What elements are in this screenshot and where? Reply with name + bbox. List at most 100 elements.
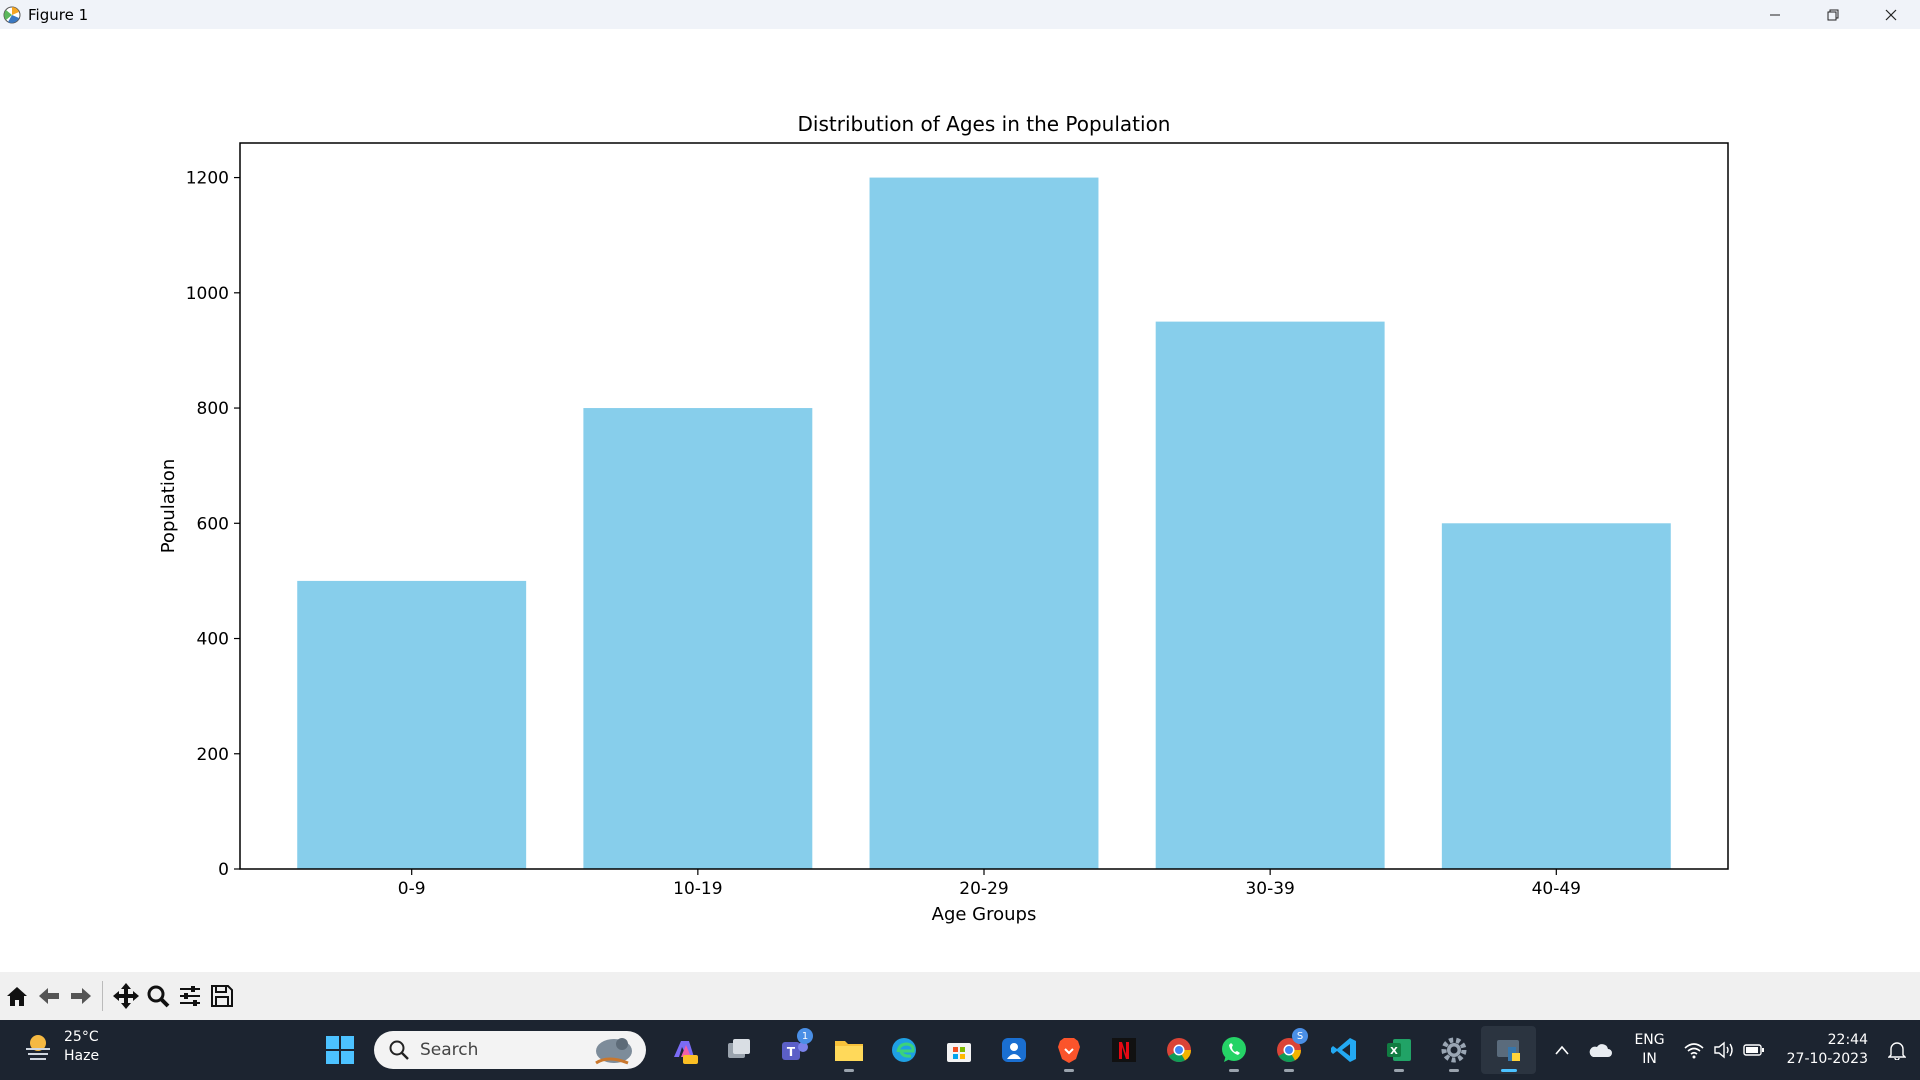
minimize-button[interactable]	[1746, 0, 1804, 29]
back-button[interactable]	[34, 979, 64, 1013]
figure-canvas[interactable]: Distribution of Ages in the Population 0…	[0, 29, 1920, 972]
taskbar-netflix-button[interactable]	[1096, 1026, 1151, 1074]
x-tick-label: 40-49	[1532, 879, 1581, 899]
taskbar-copilot-button[interactable]	[656, 1026, 711, 1074]
y-tick-label: 600	[197, 514, 229, 534]
python-figure-icon	[1496, 1040, 1520, 1061]
taskbar-clock[interactable]: 22:44 27-10-2023	[1787, 1031, 1868, 1069]
restore-button[interactable]	[1804, 0, 1862, 29]
y-tick-label: 800	[197, 399, 229, 419]
home-icon	[7, 987, 27, 1006]
running-indicator	[1394, 1069, 1404, 1072]
taskbar-store-button[interactable]	[931, 1026, 986, 1074]
show-hidden-icons-button[interactable]	[1544, 1045, 1580, 1055]
whatsapp-icon	[1221, 1037, 1246, 1062]
brave-lion-icon	[1057, 1038, 1080, 1063]
bar-30-39	[1155, 321, 1385, 870]
search-icon	[389, 1040, 409, 1060]
haze-weather-icon	[26, 1035, 50, 1060]
settings-gear-icon	[1441, 1037, 1466, 1063]
windows-logo-icon	[326, 1036, 354, 1064]
zoom-icon	[147, 985, 170, 1008]
running-indicator	[1229, 1069, 1239, 1072]
close-icon	[1885, 9, 1897, 20]
weather-temperature: 25°C	[64, 1029, 99, 1045]
taskbar-file-explorer-button[interactable]	[821, 1026, 876, 1074]
back-icon	[39, 988, 59, 1004]
taskbar-chrome-button[interactable]	[1151, 1026, 1206, 1074]
save-button[interactable]	[207, 979, 237, 1013]
x-tick-label: 10-19	[673, 879, 722, 899]
copilot-icon	[673, 1041, 698, 1064]
svg-text:X: X	[1390, 1046, 1398, 1057]
battery-button[interactable]	[1739, 1043, 1769, 1057]
taskbar-settings-button[interactable]	[1426, 1026, 1481, 1074]
system-tray: ENG IN 22:44 27-10-2023	[1544, 1020, 1920, 1080]
taskbar-whatsapp-button[interactable]	[1206, 1026, 1261, 1074]
restore-icon	[1827, 9, 1839, 20]
taskbar-task-view-button[interactable]	[711, 1026, 766, 1074]
task-view-icon	[727, 1039, 750, 1058]
folder-icon	[834, 1041, 863, 1061]
axes-frame	[239, 142, 1729, 870]
pan-icon	[113, 983, 139, 1009]
bar-10-19	[583, 408, 813, 869]
volume-button[interactable]	[1709, 1041, 1739, 1059]
clock-time: 22:44	[1827, 1032, 1868, 1048]
save-icon	[211, 985, 233, 1007]
taskbar-vscode-button[interactable]	[1316, 1026, 1371, 1074]
start-button[interactable]	[320, 1030, 360, 1070]
bars-group	[297, 177, 1671, 870]
vscode-icon	[1330, 1038, 1356, 1062]
running-indicator	[1284, 1069, 1294, 1072]
x-tick-label: 0-9	[398, 879, 426, 899]
taskbar-edge-button[interactable]	[876, 1026, 931, 1074]
taskbar-teams-button[interactable]: T 1	[766, 1026, 821, 1074]
network-button[interactable]	[1679, 1041, 1709, 1059]
window-titlebar: Figure 1	[0, 0, 1920, 29]
y-ticks-group: 0 200 400 600 800 1000 1200	[186, 169, 240, 880]
weather-widget[interactable]: 25°C Haze	[20, 1028, 99, 1066]
running-indicator	[844, 1069, 854, 1072]
zoom-button[interactable]	[143, 979, 173, 1013]
taskbar-secure-app-button[interactable]	[986, 1026, 1041, 1074]
taskbar-search-box[interactable]: Search	[374, 1031, 646, 1069]
battery-icon	[1742, 1044, 1764, 1056]
x-tick-label: 30-39	[1245, 879, 1294, 899]
close-button[interactable]	[1862, 0, 1920, 29]
excel-icon: X	[1386, 1039, 1411, 1061]
taskbar-python-button[interactable]	[1481, 1026, 1536, 1074]
x-axis-label: Age Groups	[932, 904, 1037, 925]
input-language-indicator[interactable]: ENG IN	[1634, 1031, 1664, 1069]
chrome-profile-badge: S	[1292, 1028, 1308, 1044]
y-tick-label: 200	[197, 745, 229, 765]
pan-button[interactable]	[111, 979, 141, 1013]
forward-icon	[71, 988, 91, 1004]
clock-date: 27-10-2023	[1786, 1051, 1868, 1067]
chrome-icon	[1166, 1038, 1191, 1063]
forward-button[interactable]	[66, 979, 96, 1013]
netflix-icon	[1111, 1038, 1136, 1062]
bar-40-49	[1441, 523, 1671, 869]
search-highlight-illustration-icon	[595, 1038, 632, 1065]
running-indicator	[1449, 1069, 1459, 1072]
y-axis-label: Population	[158, 459, 179, 554]
taskbar-excel-button[interactable]: X	[1371, 1026, 1426, 1074]
y-tick-label: 0	[218, 860, 229, 880]
chrome-profile-icon	[1276, 1038, 1301, 1063]
y-tick-label: 400	[197, 630, 229, 650]
weather-condition: Haze	[64, 1048, 100, 1064]
microsoft-store-icon	[946, 1043, 971, 1062]
bar-20-29	[869, 177, 1099, 870]
onedrive-button[interactable]	[1580, 1042, 1620, 1058]
running-indicator	[1064, 1069, 1074, 1072]
chart-title: Distribution of Ages in the Population	[798, 112, 1171, 136]
search-placeholder: Search	[420, 1040, 479, 1060]
configure-subplots-button[interactable]	[175, 979, 205, 1013]
toolbar-separator	[102, 981, 103, 1011]
home-button[interactable]	[2, 979, 32, 1013]
taskbar-chrome-profile-button[interactable]: S	[1261, 1026, 1316, 1074]
taskbar-brave-button[interactable]	[1041, 1026, 1096, 1074]
wifi-icon	[1684, 1043, 1704, 1059]
notifications-button[interactable]	[1882, 1040, 1912, 1060]
